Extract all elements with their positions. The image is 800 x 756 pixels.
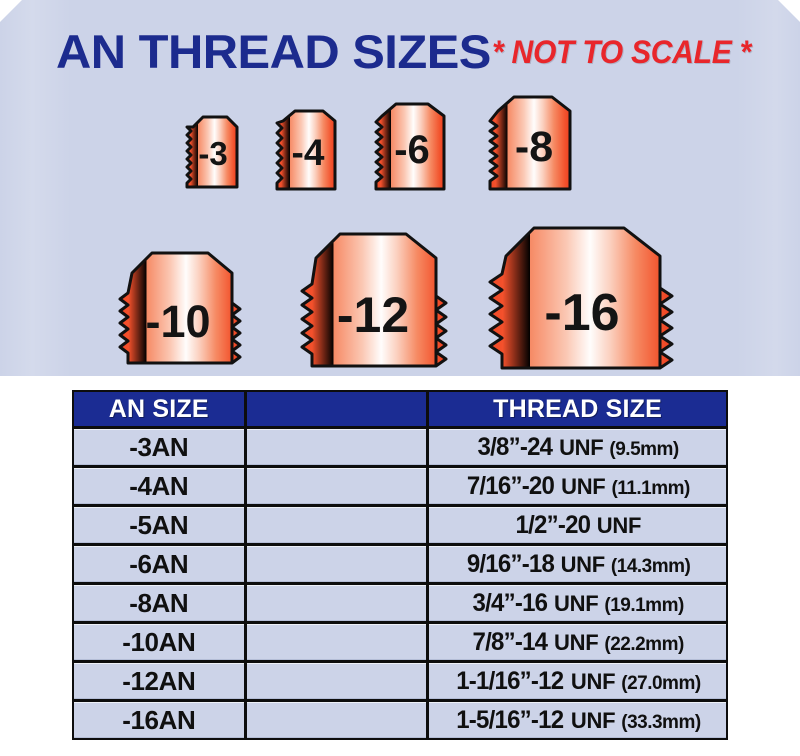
thread-mm: (27.0mm) — [621, 672, 701, 694]
fitting-10: -10 — [110, 249, 250, 367]
fitting-12: -12 — [290, 230, 458, 370]
thread-main: 7/16”-20 — [467, 471, 555, 500]
cell-thread-size: 1-5/16”-12 UNF (33.3mm) — [429, 702, 726, 738]
thread-mm: (11.1mm) — [611, 477, 690, 499]
thread-unf: UNF — [570, 668, 616, 694]
table-row: -16AN 1-5/16”-12 UNF (33.3mm) — [74, 702, 726, 738]
fitting-16: -16 — [476, 224, 690, 372]
fitting-label: -3 — [198, 135, 227, 172]
cell-middle — [246, 663, 430, 702]
cell-middle — [246, 624, 430, 663]
thread-mm: (14.3mm) — [610, 555, 691, 577]
thread-main: 3/8”-24 — [477, 432, 553, 461]
cell-an-size: -8AN — [74, 585, 247, 624]
fitting-label: -10 — [145, 296, 210, 347]
fitting-8: -8 — [482, 93, 582, 193]
thread-unf: UNF — [554, 590, 599, 616]
cell-an-size: -5AN — [74, 507, 247, 546]
thread-size-table-wrap: AN SIZE THREAD SIZE -3AN 3/8”-24 UNF (9.5m… — [72, 390, 728, 740]
cell-an-size: -6AN — [74, 546, 247, 585]
table-header: AN SIZE THREAD SIZE — [74, 392, 726, 429]
cell-middle — [246, 546, 430, 585]
cell-thread-size: 3/4”-16 UNF (19.1mm) — [429, 585, 726, 624]
thread-size-table: AN SIZE THREAD SIZE -3AN 3/8”-24 UNF (9.5m… — [72, 390, 728, 740]
not-to-scale-note: * NOT TO SCALE * — [492, 34, 751, 70]
table-row: -12AN 1-1/16”-12 UNF (27.0mm) — [74, 663, 726, 702]
thread-unf: UNF — [596, 512, 642, 538]
cell-thread-size: 9/16”-18 UNF (14.3mm) — [429, 546, 726, 585]
fitting-label: -4 — [292, 132, 325, 173]
table-row: -6AN 9/16”-18 UNF (14.3mm) — [74, 546, 726, 585]
thread-unf: UNF — [561, 473, 606, 499]
table-row: -10AN 7/8”-14 UNF (22.2mm) — [74, 624, 726, 663]
thread-main: 1-5/16”-12 — [456, 705, 565, 734]
cell-middle — [246, 468, 430, 507]
cell-an-size: -3AN — [74, 429, 247, 468]
thread-mm: (22.2mm) — [604, 633, 684, 655]
cell-thread-size: 7/8”-14 UNF (22.2mm) — [429, 624, 726, 663]
cell-an-size: -12AN — [74, 663, 247, 702]
thread-main: 1/2”-20 — [515, 510, 591, 539]
cell-thread-size: 3/8”-24 UNF (9.5mm) — [429, 429, 726, 468]
thread-unf: UNF — [554, 629, 599, 655]
table-header-row: AN SIZE THREAD SIZE — [74, 392, 726, 429]
thread-main: 9/16”-18 — [466, 549, 555, 578]
cell-middle — [246, 507, 430, 546]
table-row: -3AN 3/8”-24 UNF (9.5mm) — [74, 429, 726, 468]
thread-unf: UNF — [559, 434, 604, 460]
table-row: -5AN 1/2”-20 UNF — [74, 507, 726, 546]
column-header-middle — [246, 392, 430, 429]
fitting-label: -8 — [515, 123, 553, 171]
table-body: -3AN 3/8”-24 UNF (9.5mm) -4AN 7/16”-20 UNF(… — [74, 429, 726, 738]
cell-middle — [246, 585, 430, 624]
cell-an-size: -4AN — [74, 468, 247, 507]
thread-main: 1-1/16”-12 — [456, 666, 565, 695]
cell-thread-size: 7/16”-20 UNF (11.1mm) — [429, 468, 726, 507]
cell-thread-size: 1-1/16”-12 UNF (27.0mm) — [429, 663, 726, 702]
thread-mm: (19.1mm) — [604, 594, 684, 616]
thread-mm: (33.3mm) — [621, 711, 701, 733]
table-row: -4AN 7/16”-20 UNF (11.1mm) — [74, 468, 726, 507]
page-title: AN THREAD SIZES — [56, 25, 491, 78]
thread-unf: UNF — [560, 551, 606, 577]
thread-main: 7/8”-14 — [472, 627, 548, 656]
fitting-label: -6 — [394, 128, 430, 172]
column-header-an-size: AN SIZE — [74, 392, 247, 429]
fitting-6: -6 — [368, 100, 454, 193]
column-header-thread-size: THREAD SIZE — [429, 392, 726, 429]
cell-middle — [246, 702, 430, 738]
cell-middle — [246, 429, 430, 468]
cell-thread-size: 1/2”-20 UNF — [429, 507, 726, 546]
thread-unf: UNF — [570, 707, 616, 733]
thread-main: 3/4”-16 — [472, 588, 548, 617]
fitting-label: -12 — [337, 287, 409, 343]
fitting-4: -4 — [269, 107, 345, 193]
fitting-label: -16 — [544, 284, 619, 342]
thread-mm: (9.5mm) — [609, 438, 679, 460]
cell-an-size: -16AN — [74, 702, 247, 738]
fitting-3: -3 — [179, 113, 245, 191]
title-row: AN THREAD SIZES * NOT TO SCALE * — [0, 26, 800, 82]
cell-an-size: -10AN — [74, 624, 247, 663]
table-row: -8AN 3/4”-16 UNF (19.1mm) — [74, 585, 726, 624]
